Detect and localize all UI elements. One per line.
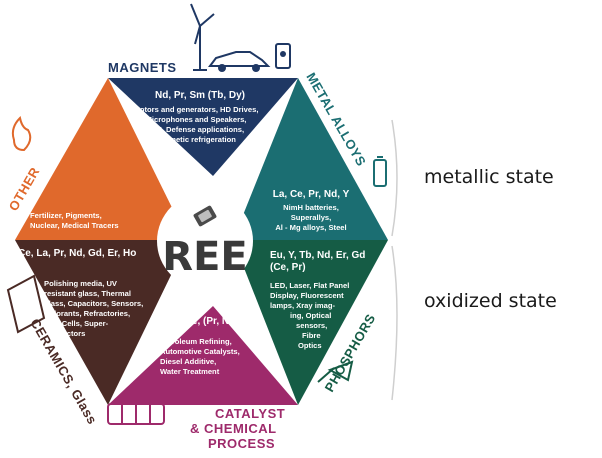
metallic-bracket [391,119,398,237]
phosphors-elements: Eu, Y, Tb, Nd, Er, Gd [270,250,365,261]
svg-text:MRI, Defense applications,: MRI, Defense applications, [148,125,244,134]
center-label: REE [162,234,247,280]
ceramics-elements: Ce, La, Pr, Nd, Gd, Er, Ho [18,248,136,259]
svg-text:LED, Laser, Flat Panel: LED, Laser, Flat Panel [270,281,349,290]
svg-text:Fertilizer, Pigments,: Fertilizer, Pigments, [30,211,102,220]
segment-catalyst[interactable] [108,306,298,405]
svg-text:Motors and generators, HD Driv: Motors and generators, HD Drives, [134,105,259,114]
svg-text:Al - Mg alloys, Steel: Al - Mg alloys, Steel [275,223,346,232]
metal-alloys-elements: La, Ce, Pr, Nd, Y [273,189,350,200]
glass-pane-icon [6,274,46,334]
svg-text:& CHEMICAL: & CHEMICAL [190,421,277,436]
svg-text:Automotive Catalysts,: Automotive Catalysts, [160,347,240,356]
catalyst-applications: Petroleum Refining, Automotive Catalysts… [160,337,240,376]
svg-text:conductors: conductors [44,329,85,338]
category-magnets: MAGNETS [108,60,177,75]
catalytic-converter-icon [107,403,165,425]
svg-text:Optics: Optics [298,341,322,350]
svg-text:glass, Capacitors, Sensors,: glass, Capacitors, Sensors, [44,299,143,308]
segment-phosphors[interactable] [233,240,388,405]
oxidized-bracket [391,245,398,401]
svg-text:resistant glass, Thermal: resistant glass, Thermal [44,289,131,298]
svg-text:Water Treatment: Water Treatment [160,367,220,376]
catalyst-elements: La, Ce, (Pr, Nd) [167,316,238,327]
ceramics-applications: Polishing media, UV resistant glass, The… [44,279,143,338]
other-applications: Fertilizer, Pigments, Nuclear, Medical T… [30,211,119,230]
svg-text:PROCESS: PROCESS [208,436,275,451]
svg-text:sensors,: sensors, [296,321,327,330]
magnets-applications: Motors and generators, HD Drives, Microp… [134,105,259,144]
svg-text:Display, Fluorescent: Display, Fluorescent [270,291,344,300]
svg-text:Superallys,: Superallys, [291,213,332,222]
metal-alloys-applications: NimH batteries, Superallys, Al - Mg allo… [275,203,346,232]
svg-text:lamps, Xray imag-: lamps, Xray imag- [270,301,335,310]
svg-text:Magnetic refrigeration: Magnetic refrigeration [156,135,236,144]
center-circle [157,193,253,289]
battery-icon [373,156,387,187]
svg-text:ing, Optical: ing, Optical [290,311,331,320]
svg-text:Colorants, Refractories,: Colorants, Refractories, [44,309,130,318]
segment-ceramics[interactable] [15,240,188,405]
svg-text:Fuel Cells, Super-: Fuel Cells, Super- [44,319,109,328]
svg-text:Polishing media, UV: Polishing media, UV [44,279,118,288]
svg-text:Petroleum Refining,: Petroleum Refining, [160,337,232,346]
svg-text:Diesel Additive,: Diesel Additive, [160,357,216,366]
svg-text:CATALYST: CATALYST [215,406,285,421]
phosphors-elements-line2: (Ce, Pr) [270,262,306,273]
segment-other[interactable] [15,78,188,240]
category-catalyst: CATALYST & CHEMICAL PROCESS [190,406,285,451]
rare-earth-chip-icon [193,205,217,227]
svg-text:Microphones and Speakers,: Microphones and Speakers, [146,115,247,124]
wind-turbine-icon [190,3,215,71]
svg-text:Fibre: Fibre [302,331,321,340]
svg-text:Nuclear, Medical Tracers: Nuclear, Medical Tracers [30,221,119,230]
car-icon [208,51,271,72]
lamp-icon [317,360,354,383]
flame-icon [11,115,32,152]
magnets-elements: Nd, Pr, Sm (Tb, Dy) [155,90,245,101]
segment-magnets[interactable] [108,78,298,176]
oxidized-state-label: oxidized state [424,290,557,312]
phosphors-applications: LED, Laser, Flat Panel Display, Fluoresc… [270,281,349,350]
metallic-state-label: metallic state [424,166,554,188]
smartphone-icon [275,43,291,69]
segment-metal-alloys[interactable] [233,78,388,240]
svg-text:NimH batteries,: NimH batteries, [283,203,339,212]
